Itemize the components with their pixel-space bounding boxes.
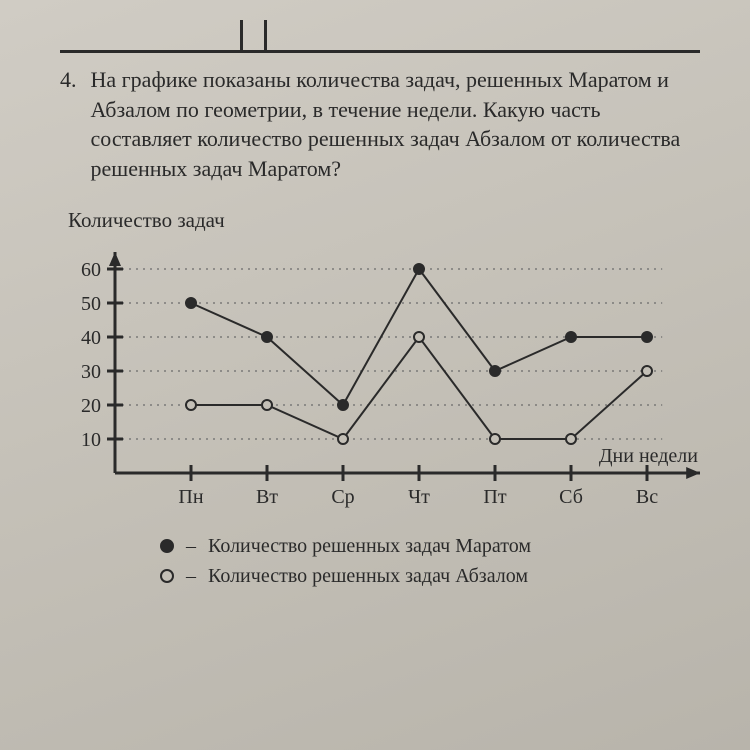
svg-text:10: 10 xyxy=(81,429,101,451)
svg-text:20: 20 xyxy=(81,395,101,417)
page: 4. На графике показаны количества задач,… xyxy=(0,0,750,750)
legend-text: Количество решенных задач Маратом xyxy=(208,531,531,561)
svg-text:Пн: Пн xyxy=(178,486,203,508)
x-axis-title: Дни недели xyxy=(599,445,698,468)
header-fragment xyxy=(60,30,700,53)
filled-circle-icon xyxy=(160,539,174,553)
svg-text:Вт: Вт xyxy=(256,486,278,508)
question-text: На графике показаны количества задач, ре… xyxy=(91,65,701,184)
legend-item-marat: – Количество решенных задач Маратом xyxy=(160,531,700,561)
svg-text:Вс: Вс xyxy=(636,486,658,508)
svg-text:Пт: Пт xyxy=(483,486,506,508)
svg-text:Сб: Сб xyxy=(559,486,583,508)
svg-text:Чт: Чт xyxy=(408,486,430,508)
dash-icon: – xyxy=(186,561,196,591)
chart-container: 10 20 30 40 50 60 Пн Вт Ср Чт Пт Сб Вс Дни недели xyxy=(60,237,700,517)
question-number: 4. xyxy=(60,65,77,184)
legend-text: Количество решенных задач Абзалом xyxy=(208,561,528,591)
svg-text:40: 40 xyxy=(81,327,101,349)
y-axis-title: Количество задач xyxy=(68,208,700,233)
line-chart: 10 20 30 40 50 60 Пн Вт Ср Чт Пт Сб Вс xyxy=(60,237,700,517)
dash-icon: – xyxy=(186,531,196,561)
svg-text:50: 50 xyxy=(81,293,101,315)
svg-text:60: 60 xyxy=(81,259,101,281)
svg-text:30: 30 xyxy=(81,361,101,383)
legend: – Количество решенных задач Маратом – Ко… xyxy=(160,531,700,591)
svg-text:Ср: Ср xyxy=(331,486,354,508)
open-circle-icon xyxy=(160,569,174,583)
question-block: 4. На графике показаны количества задач,… xyxy=(60,65,700,184)
legend-item-abzal: – Количество решенных задач Абзалом xyxy=(160,561,700,591)
